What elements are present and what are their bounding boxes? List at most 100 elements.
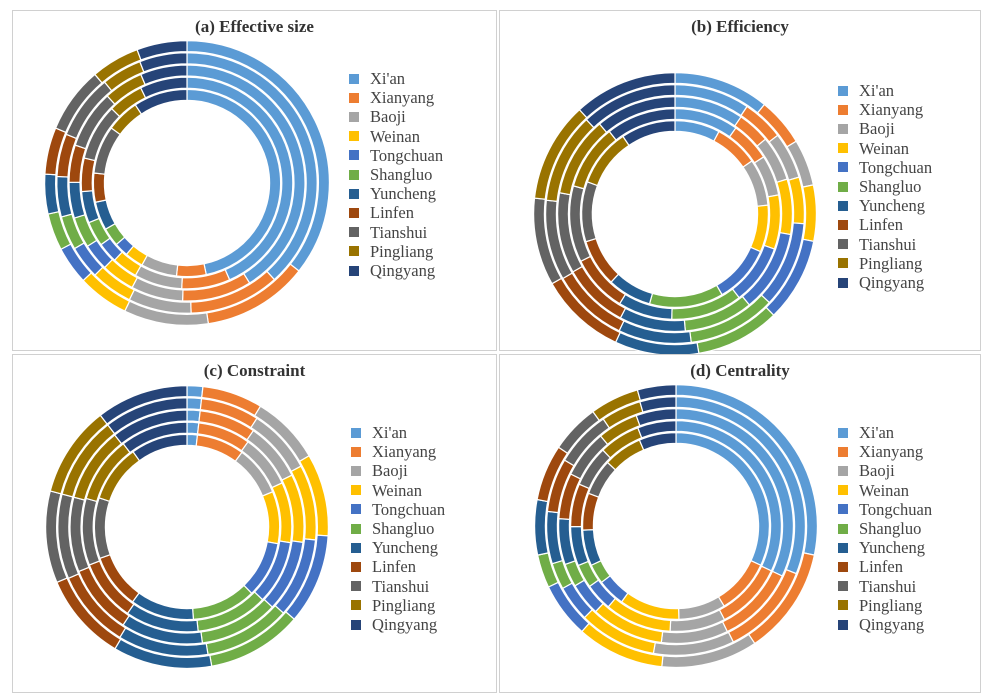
legend-item-qingyang: Qingyang xyxy=(838,615,924,634)
legend-swatch xyxy=(838,162,848,173)
legend-swatch xyxy=(351,523,361,534)
ring-1-slice-tianshui xyxy=(93,497,111,560)
legend-swatch xyxy=(838,465,848,476)
legend-swatch xyxy=(838,200,848,211)
legend-item-baoji: Baoji xyxy=(349,107,406,126)
ring-5-slice-qingyang xyxy=(136,39,188,61)
legend-label: Yuncheng xyxy=(372,538,438,558)
legend-swatch xyxy=(838,561,848,572)
panel-constraint: (c) Constraint Xi'an Xianyang Baoji Weinan T… xyxy=(12,354,497,693)
legend-swatch xyxy=(838,523,848,534)
legend-label: Xi'an xyxy=(372,423,408,442)
legend-swatch xyxy=(349,92,359,103)
legend-item-shangluo: Shangluo xyxy=(838,519,921,538)
legend-item-pingliang: Pingliang xyxy=(838,254,922,273)
ring-5-slice-qingyang xyxy=(99,384,188,425)
legend-swatch xyxy=(351,504,361,515)
legend-swatch xyxy=(838,181,848,192)
legend-label: Qingyang xyxy=(859,615,925,634)
legend-swatch xyxy=(838,104,848,115)
legend-swatch xyxy=(838,600,848,611)
panel-efficiency: (b) Efficiency Xi'an Xianyang Baoji Weinan T… xyxy=(499,10,981,356)
legend-item-tongchuan: Tongchuan xyxy=(838,158,932,177)
legend-swatch xyxy=(349,150,359,161)
legend-label: Baoji xyxy=(859,119,895,139)
panel-centrality: (d) Centrality Xi'an Xianyang Baoji Weinan T… xyxy=(499,354,981,693)
legend-item-qingyang: Qingyang xyxy=(351,615,437,634)
legend-swatch xyxy=(349,246,359,257)
legend-label: Tianshui xyxy=(859,234,917,254)
ring-2-slice-qingyang xyxy=(139,76,188,99)
legend-swatch xyxy=(351,485,361,496)
legend-item-shangluo: Shangluo xyxy=(838,177,921,196)
legend-label: Pingliang xyxy=(370,241,434,261)
legend-label: Baoji xyxy=(859,461,895,481)
legend-item-linfen: Linfen xyxy=(838,557,903,576)
ring-1-slice-qingyang xyxy=(132,433,188,462)
legend-swatch xyxy=(349,188,359,199)
ring-1-slice-linfen xyxy=(92,172,107,203)
legend-label: Tianshui xyxy=(859,576,917,596)
ring-4-slice-qingyang xyxy=(139,52,188,73)
legend-label: Xianyang xyxy=(859,442,924,462)
legend-item-yuncheng: Yuncheng xyxy=(351,538,438,557)
ring-5-slice-xi-an xyxy=(186,384,204,399)
legend-item-baoji: Baoji xyxy=(838,119,895,138)
legend-label: Weinan xyxy=(370,126,420,146)
donut-chart xyxy=(534,383,818,668)
legend-swatch xyxy=(838,485,848,496)
legend-label: Tianshui xyxy=(370,222,428,242)
legend-item-yuncheng: Yuncheng xyxy=(838,196,925,215)
legend-swatch xyxy=(349,169,359,180)
legend-item-linfen: Linfen xyxy=(838,215,903,234)
legend-label: Xianyang xyxy=(372,442,437,462)
legend-label: Qingyang xyxy=(370,261,436,280)
legend-item-weinan: Weinan xyxy=(351,481,422,500)
chart-title: (a) Effective size xyxy=(195,17,314,36)
ring-1-slice-tianshui xyxy=(581,181,599,243)
legend-swatch xyxy=(351,581,361,592)
ring-1-slice-qingyang xyxy=(622,119,676,147)
legend-item-linfen: Linfen xyxy=(351,557,416,576)
ring-3-slice-qingyang xyxy=(635,407,677,427)
donut-chart xyxy=(45,384,329,669)
legend-label: Shangluo xyxy=(370,165,433,184)
legend-item-weinan: Weinan xyxy=(838,481,909,500)
legend-swatch xyxy=(838,277,848,288)
legend-swatch xyxy=(838,504,848,515)
legend-item-yuncheng: Yuncheng xyxy=(838,538,925,557)
legend-swatch xyxy=(838,123,848,134)
legend-swatch xyxy=(838,85,848,96)
legend-label: Xianyang xyxy=(859,100,924,120)
legend-swatch xyxy=(349,73,359,84)
legend-swatch xyxy=(838,258,848,269)
legend-swatch xyxy=(838,542,848,553)
legend-swatch xyxy=(349,227,359,238)
legend-label: Weinan xyxy=(859,480,909,500)
legend-item-baoji: Baoji xyxy=(838,461,895,480)
legend-item-pingliang: Pingliang xyxy=(349,242,433,261)
ring-3-slice-qingyang xyxy=(140,64,188,86)
legend-swatch xyxy=(351,465,361,476)
ring-5-slice-qingyang xyxy=(578,71,676,119)
legend-item-xi-an: Xi'an xyxy=(838,81,894,100)
legend-label: Qingyang xyxy=(859,273,925,292)
chart-title: (d) Centrality xyxy=(690,361,790,380)
ring-2-slice-qingyang xyxy=(608,107,676,141)
legend-label: Shangluo xyxy=(859,519,922,538)
legend-item-xianyang: Xianyang xyxy=(349,88,434,107)
legend-label: Pingliang xyxy=(859,595,923,615)
legend-label: Linfen xyxy=(859,215,903,235)
legend-item-shangluo: Shangluo xyxy=(351,519,434,538)
legend-label: Tongchuan xyxy=(859,499,933,519)
legend-item-shangluo: Shangluo xyxy=(349,165,432,184)
ring-4-slice-xi-an xyxy=(186,397,203,411)
chart-title: (b) Efficiency xyxy=(691,17,789,36)
legend-swatch xyxy=(351,446,361,457)
legend-item-pingliang: Pingliang xyxy=(838,596,922,615)
donut-chart xyxy=(44,39,330,326)
legend-label: Pingliang xyxy=(859,253,923,273)
ring-4-slice-qingyang xyxy=(639,395,677,413)
legend-swatch xyxy=(349,265,359,276)
legend-label: Qingyang xyxy=(372,615,438,634)
